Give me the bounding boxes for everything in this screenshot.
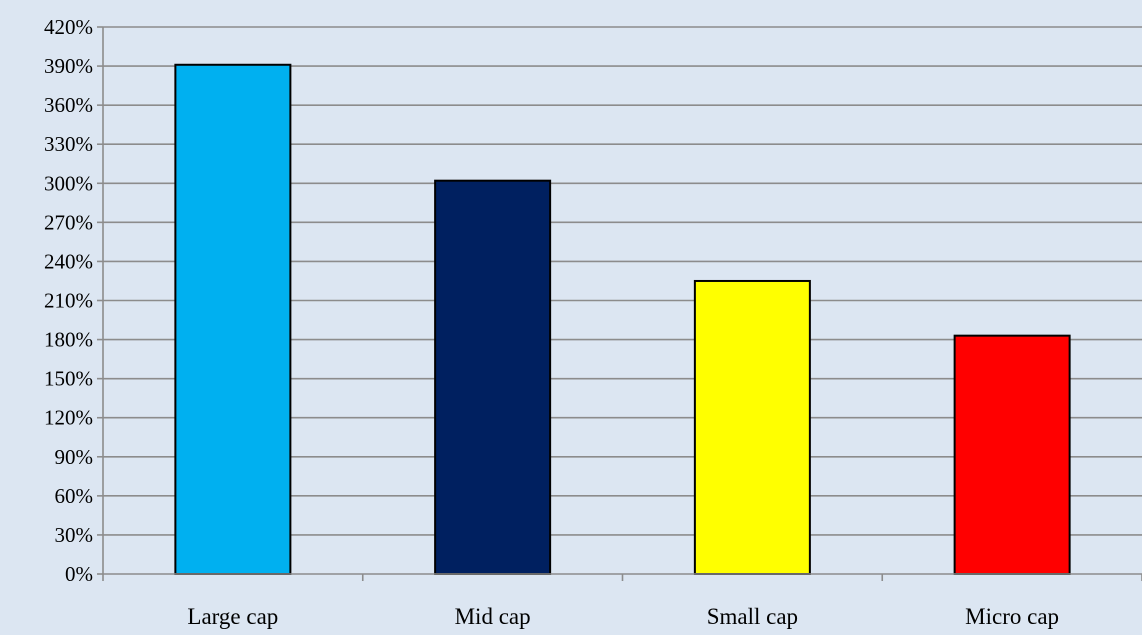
bar-mid-cap [434, 179, 552, 576]
y-tick-label: 270% [44, 210, 93, 234]
y-tick-label: 60% [55, 484, 94, 508]
bar-large-cap [174, 63, 292, 576]
x-category-label: Small cap [707, 604, 798, 629]
x-category-label: Large cap [187, 604, 278, 629]
y-tick-label: 300% [44, 171, 93, 195]
y-tick-label: 150% [44, 367, 93, 391]
x-category-labels: Large cap Mid cap Small cap Micro cap [187, 604, 1059, 629]
y-tick-labels: 0% 30% 60% 90% 120% 150% 180% 210% 240% 270% 300% 3… [44, 15, 93, 586]
y-tick-label: 390% [44, 54, 93, 78]
bars [174, 63, 1071, 576]
x-category-label: Mid cap [455, 604, 531, 629]
y-tick-label: 120% [44, 406, 93, 430]
y-tick-label: 90% [55, 445, 94, 469]
x-category-label: Micro cap [965, 604, 1059, 629]
bar-micro-cap [953, 334, 1071, 575]
y-tick-label: 30% [55, 523, 94, 547]
axes [97, 26, 1142, 581]
y-tick-label: 420% [44, 15, 93, 39]
y-tick-label: 360% [44, 93, 93, 117]
y-tick-label: 180% [44, 328, 93, 352]
y-tick-label: 210% [44, 289, 93, 313]
y-tick-label: 240% [44, 249, 93, 273]
y-tick-label: 330% [44, 132, 93, 156]
y-tick-label: 0% [65, 562, 93, 586]
bar-small-cap [693, 279, 811, 575]
